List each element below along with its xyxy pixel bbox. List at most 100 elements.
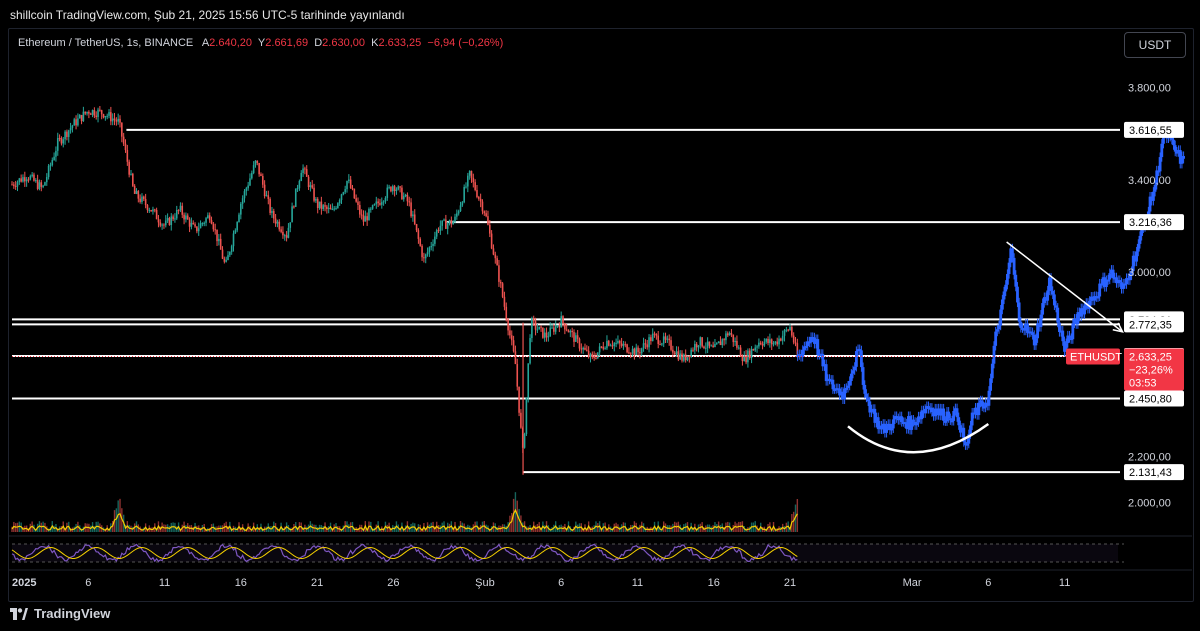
candle-body [525, 397, 528, 434]
projection-candle [980, 400, 984, 407]
candle-body [243, 191, 246, 199]
projection-candle [1029, 331, 1033, 334]
projection-candle [831, 379, 835, 390]
price-tick-label: 3.400,00 [1128, 175, 1171, 187]
level-tag-bg [1124, 121, 1184, 138]
projection-candle [828, 378, 831, 381]
candle-body [510, 335, 513, 341]
time-axis[interactable]: 2025 6 11 16 21 26 Şub 6 11 16 21 Mar 6 11 [12, 577, 1070, 589]
projection-candle [913, 421, 917, 426]
candle-body [496, 258, 498, 266]
candle-body [238, 214, 240, 223]
candle-body [315, 198, 317, 201]
candle-body [58, 138, 61, 140]
candle-body [388, 186, 390, 188]
projection-candle [802, 346, 806, 350]
projection-candle [881, 423, 885, 430]
candle-body [547, 336, 550, 338]
projection-candle [933, 408, 937, 417]
candle-body [670, 340, 672, 350]
candle-body [578, 338, 581, 349]
candle-body [22, 177, 24, 182]
candle-body [36, 180, 39, 189]
projection-candle [1032, 334, 1036, 346]
candle-body [111, 118, 114, 122]
projection-candle [1052, 294, 1056, 306]
candle-body [794, 342, 797, 344]
chart-frame[interactable] [8, 28, 1194, 602]
candle-body [261, 175, 264, 185]
candle-body [456, 213, 458, 217]
projection-candle [1135, 251, 1139, 262]
candle-body [71, 125, 74, 128]
projection-candle [814, 339, 818, 344]
candle-body [445, 219, 447, 229]
candle-body [483, 211, 486, 214]
volume-bar [514, 492, 517, 532]
candle-body [492, 248, 495, 255]
candle-body [435, 230, 438, 237]
projection-candle [1155, 170, 1159, 185]
candle-body [573, 332, 575, 342]
candle-body [586, 349, 588, 351]
candle-body [708, 341, 711, 346]
projection-candle [1160, 143, 1164, 158]
candle-body [391, 186, 394, 192]
candle-body [84, 111, 87, 114]
annotations[interactable] [847, 241, 1124, 454]
price-axis[interactable]: 3.616,553.216,362.794,312.772,352.635,24… [12, 83, 1184, 510]
symbol-title[interactable]: Ethereum / TetherUS, 1s, BINANCE [18, 37, 194, 49]
candle-body [88, 111, 90, 114]
candle-body [626, 344, 628, 353]
candle-body [454, 216, 456, 222]
candle-body [296, 188, 299, 190]
projection-candle [1113, 277, 1117, 280]
projection-candle [932, 412, 935, 417]
candle-body [538, 326, 541, 330]
time-tick-label: 16 [235, 577, 247, 589]
rsi-pane [8, 535, 1192, 571]
candle-body [695, 344, 698, 348]
candle-body [47, 165, 50, 178]
candle-body [320, 201, 323, 210]
candle-body [355, 198, 357, 202]
candle-body [75, 119, 77, 126]
projection-candle [870, 409, 873, 413]
candle-body [313, 187, 315, 201]
candle-body [318, 201, 321, 209]
candle-body [99, 109, 101, 111]
projection-candle [871, 408, 875, 411]
level-price-tag: 2.131,43 [1124, 464, 1184, 481]
projection-candle [959, 425, 962, 433]
projection-candle [1105, 280, 1108, 287]
projection-candle [1125, 278, 1128, 285]
projection-candle [1036, 323, 1040, 339]
candle-body [143, 196, 145, 200]
projection-candle [875, 417, 878, 423]
candle-body [743, 355, 746, 362]
candle-body [342, 192, 345, 195]
candle-body [360, 214, 363, 216]
projection-candle [953, 408, 957, 411]
candle-body [478, 197, 480, 199]
candle-body [571, 330, 573, 333]
candle-body [192, 222, 195, 225]
projection-candle [848, 380, 852, 386]
candle-body [45, 177, 48, 183]
candle-body [745, 355, 747, 363]
candle-body [703, 346, 705, 349]
candle-body [457, 211, 460, 214]
projection-candle [918, 416, 922, 420]
trendline-arrow [1006, 241, 1124, 333]
currency-button[interactable]: USDT [1124, 32, 1186, 58]
candle-body [527, 363, 530, 398]
candle-body [785, 329, 788, 331]
time-tick-label: 6 [558, 577, 564, 589]
candle-body [196, 226, 198, 232]
candle-body [560, 316, 562, 328]
projection-candle [943, 420, 947, 423]
horizontal-levels[interactable] [12, 128, 1120, 474]
candle-body [732, 334, 735, 343]
projection-candle [1091, 296, 1095, 301]
